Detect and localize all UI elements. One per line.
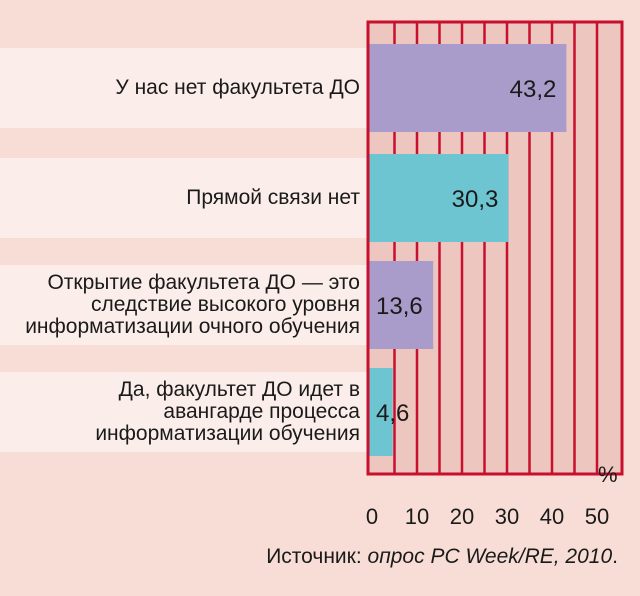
source-italic: опрос PC Week/RE, 2010 [367,545,613,568]
data-label: 4,6 [376,400,409,427]
category-label: Да, факультет ДО идет в авангарде процес… [95,378,360,445]
x-tick-label: 30 [495,504,519,529]
x-tick-label: 0 [366,504,378,529]
label-band [0,372,368,452]
category-label: У нас нет факультета ДО [115,76,360,99]
data-label: 13,6 [376,293,423,320]
source-suffix: . [612,545,618,568]
label-band [0,158,368,238]
label-band [0,48,368,128]
source-prefix: Источник: [266,545,368,568]
category-label: Прямой связи нет [186,186,360,209]
x-tick-label: 10 [405,504,429,529]
bar [368,368,393,456]
label-band [0,265,368,345]
bar [368,154,509,242]
category-label: Открытие факультета ДО — это следствие в… [25,271,360,338]
x-tick-label: 50 [585,504,609,529]
x-axis-unit: % [598,462,618,487]
plot-border [366,20,624,476]
bar [368,44,567,132]
x-tick-label: 40 [540,504,564,529]
bar [368,261,434,349]
data-label: 30,3 [452,186,499,213]
x-tick-label: 20 [450,504,474,529]
data-label: 43,2 [510,76,557,103]
source-note: Источник: опрос PC Week/RE, 2010. [266,545,618,569]
